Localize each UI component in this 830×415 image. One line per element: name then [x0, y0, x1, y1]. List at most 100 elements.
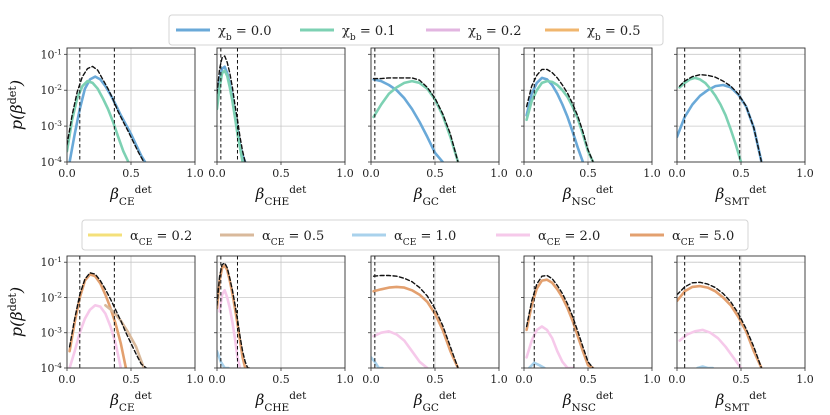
x-axis-label: βGCdet [413, 390, 457, 414]
series-group [67, 65, 147, 162]
x-tick-label: 0.0 [58, 167, 76, 180]
legend-label: αCE = 2.0 [538, 229, 600, 248]
x-tick-label: 1.0 [336, 167, 354, 180]
x-axis-label: βSMTdet [715, 184, 768, 208]
y-tick-label: 10-2 [41, 290, 63, 305]
y-tick-label: 10-1 [41, 47, 63, 62]
legend-label: χb = 0.2 [468, 24, 522, 43]
y-tick-label: 10-1 [41, 255, 63, 270]
x-tick-label: 1.0 [796, 167, 814, 180]
legend: χb = 0.0 χb = 0.1 χb = 0.2 χb = 0.5 [168, 14, 664, 46]
x-tick-label: 1.0 [643, 373, 661, 386]
panel-1: 0.0 0.5 1.0 10-1 10-2 10-3 10-4 βCEdet [41, 47, 204, 208]
x-tick-label: 0.5 [122, 167, 140, 180]
x-axis-label: βNSCdet [562, 390, 614, 414]
x-tick-label: 1.0 [490, 373, 508, 386]
legend-label: αCE = 0.5 [262, 229, 324, 248]
series-total-line [68, 272, 148, 368]
series-total-line [525, 68, 594, 162]
series-total-line [217, 55, 246, 162]
series-line [678, 76, 743, 162]
x-tick-label: 0.5 [579, 373, 597, 386]
panel-3: 0.0 0.5 1.0 βGCdet [362, 255, 508, 414]
series-line [372, 79, 460, 162]
x-tick-label: 0.5 [122, 373, 140, 386]
x-tick-label: 0.0 [362, 373, 380, 386]
series-group [525, 68, 595, 162]
x-tick-label: 1.0 [186, 167, 204, 180]
x-tick-label: 0.5 [579, 167, 597, 180]
x-axis-label: βNSCdet [562, 184, 614, 208]
series-line [68, 303, 123, 368]
x-axis-label: βCHEdet [255, 184, 307, 208]
series-line [525, 278, 595, 368]
panel-5: 0.0 0.5 1.0 βSMTdet [668, 47, 814, 208]
legend-label: χb = 0.0 [218, 24, 272, 43]
series-group [677, 281, 763, 368]
series-group [677, 73, 763, 162]
legend-frame [81, 219, 749, 251]
series-group [371, 274, 460, 368]
series-line [372, 285, 460, 368]
x-tick-label: 0.5 [272, 167, 290, 180]
series-line [218, 288, 242, 368]
series-total-line [217, 262, 252, 368]
x-tick-label: 0.0 [515, 167, 533, 180]
series-total-line [372, 77, 459, 162]
x-tick-label: 0.0 [208, 167, 226, 180]
x-tick-label: 0.5 [426, 167, 444, 180]
series-group [217, 262, 252, 368]
x-tick-label: 0.5 [732, 373, 750, 386]
x-tick-label: 1.0 [186, 373, 204, 386]
series-group [217, 55, 247, 162]
series-group [525, 274, 595, 368]
y-tick-label: 10-3 [41, 325, 63, 340]
x-tick-label: 0.0 [515, 373, 533, 386]
series-line [677, 284, 763, 368]
series-line [527, 361, 546, 368]
x-axis-label: βCEdet [109, 390, 152, 414]
legend-label: αCE = 5.0 [672, 229, 734, 248]
series-line [68, 75, 147, 162]
series-line [217, 349, 230, 368]
legend-label: χb = 0.1 [342, 24, 396, 43]
x-tick-label: 0.0 [668, 373, 686, 386]
x-tick-label: 1.0 [643, 167, 661, 180]
series-line [372, 78, 445, 162]
series-line [372, 329, 429, 368]
y-axis-label: p(βdet) [6, 287, 27, 337]
panel-5: 0.0 0.5 1.0 βSMTdet [668, 255, 814, 414]
series-line [104, 303, 146, 368]
panel-2: 0.0 0.5 1.0 βCHEdet [208, 47, 354, 208]
series-total-line [372, 274, 459, 368]
x-axis-label: βSMTdet [715, 390, 768, 414]
legend-label: χb = 0.5 [587, 24, 641, 43]
x-tick-label: 0.0 [58, 373, 76, 386]
y-tick-label: 10-4 [41, 361, 63, 376]
series-total-line [678, 73, 763, 162]
legend-label: αCE = 0.2 [130, 229, 192, 248]
series-group [372, 77, 460, 162]
series-line [371, 356, 384, 368]
y-axis-label: p(βdet) [6, 80, 27, 130]
x-tick-label: 0.0 [208, 373, 226, 386]
series-line [696, 365, 715, 368]
series-group [68, 272, 148, 368]
series-total-line [677, 281, 763, 368]
series-total-line [525, 274, 594, 368]
y-tick-label: 10-3 [41, 119, 63, 134]
panel-2: 0.0 0.5 1.0 βCHEdet [208, 255, 354, 414]
panel-4: 0.0 0.5 1.0 βNSCdet [515, 255, 661, 414]
x-tick-label: 1.0 [336, 373, 354, 386]
panel-4: 0.0 0.5 1.0 βNSCdet [515, 47, 661, 208]
series-line [67, 79, 130, 162]
x-tick-label: 0.5 [426, 373, 444, 386]
x-axis-label: βCHEdet [255, 390, 307, 414]
row-2: αCE = 0.2 αCE = 0.5 αCE = 1.0 αCE = 2.0 αCE … [6, 219, 814, 414]
series-line [677, 83, 763, 162]
x-tick-label: 0.5 [272, 373, 290, 386]
series-line [525, 79, 595, 162]
legend: αCE = 0.2 αCE = 0.5 αCE = 1.0 αCE = 2.0 αCE … [81, 219, 749, 251]
panel-3: 0.0 0.5 1.0 βGCdet [362, 47, 508, 208]
